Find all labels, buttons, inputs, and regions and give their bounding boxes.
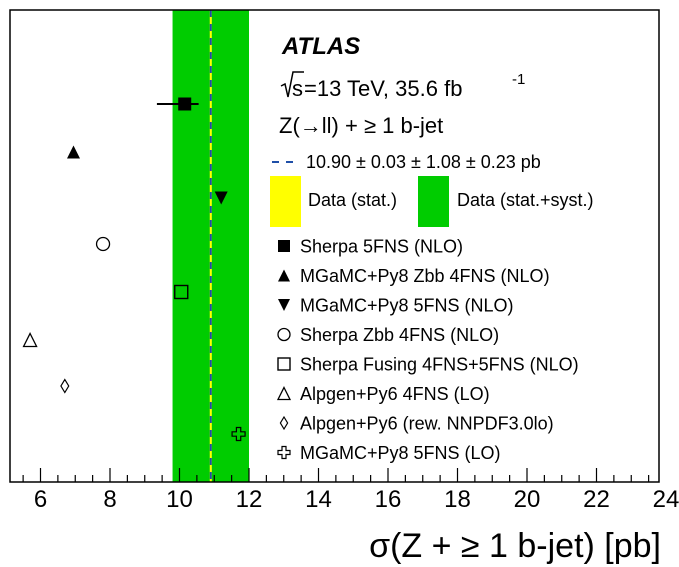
prediction-markers (22, 97, 246, 442)
prediction-point (60, 378, 70, 394)
x-axis: 6 8 10 12 14 16 18 20 22 24 (22, 468, 679, 513)
x-tick-label: 12 (236, 486, 263, 513)
legend-label: Alpgen+Py6 4FNS (LO) (300, 384, 490, 404)
legend-marker (276, 386, 292, 401)
legend-marker (277, 445, 291, 460)
legend-label: Alpgen+Py6 (rew. NNPDF3.0lo) (300, 414, 554, 434)
prediction-point (214, 191, 228, 205)
legend-label: MGaMC+Py8 Zbb 4FNS (NLO) (300, 266, 550, 286)
energy-sqrt-arg: s (292, 76, 303, 101)
experiment-label: ATLAS (281, 33, 360, 60)
legend-marker (278, 269, 290, 282)
x-tick-label: 10 (166, 486, 193, 513)
prediction-point (178, 97, 192, 111)
x-tick-label: 22 (583, 486, 610, 513)
plot-frame (9, 9, 660, 483)
legend-measurement-label: 10.90 ± 0.03 ± 1.08 ± 0.23 pb (306, 152, 541, 172)
prediction-point (174, 284, 189, 300)
legend-marker (278, 240, 290, 252)
legend-marker (279, 415, 289, 431)
legend-syst-swatch (418, 176, 449, 227)
legend-label: MGaMC+Py8 5FNS (NLO) (300, 296, 514, 316)
energy-label: s =13 TeV, 35.6 fb -1 (280, 71, 525, 101)
sqrt-sign-icon (280, 71, 304, 98)
x-axis-title: σ(Z + ≥ 1 b-jet) [pb] (369, 527, 661, 565)
energy-sup: -1 (512, 71, 525, 88)
x-tick-label: 20 (514, 486, 541, 513)
legend-label: Sherpa Zbb 4FNS (NLO) (300, 325, 499, 345)
legend-label: MGaMC+Py8 5FNS (LO) (300, 443, 501, 463)
legend-marker (278, 299, 290, 311)
legend-label: Sherpa 5FNS (NLO) (300, 237, 463, 257)
legend-entries: Sherpa 5FNS (NLO) MGaMC+Py8 Zbb 4FNS (NLO… (276, 237, 579, 463)
legend-syst-label: Data (stat.+syst.) (457, 190, 594, 210)
x-tick-label: 24 (653, 486, 679, 513)
prediction-point (95, 236, 111, 252)
legend-marker (277, 327, 291, 342)
x-tick-label: 8 (103, 486, 116, 513)
x-tick-label: 14 (305, 486, 332, 513)
stat-band (209, 10, 212, 482)
x-tick-label: 6 (34, 486, 47, 513)
legend-marker (277, 357, 291, 371)
legend-stat-swatch (270, 176, 301, 227)
prediction-point (231, 426, 246, 442)
legend-label: Sherpa Fusing 4FNS+5FNS (NLO) (300, 355, 579, 375)
energy-text: =13 TeV, 35.6 fb (304, 76, 462, 101)
legend-stat-label: Data (stat.) (308, 190, 397, 210)
prediction-point (22, 332, 38, 348)
x-tick-label: 16 (375, 486, 402, 513)
process-label: Z(→ll) + ≥ 1 b-jet (279, 113, 443, 138)
prediction-point (67, 145, 81, 159)
x-tick-label: 18 (444, 486, 471, 513)
